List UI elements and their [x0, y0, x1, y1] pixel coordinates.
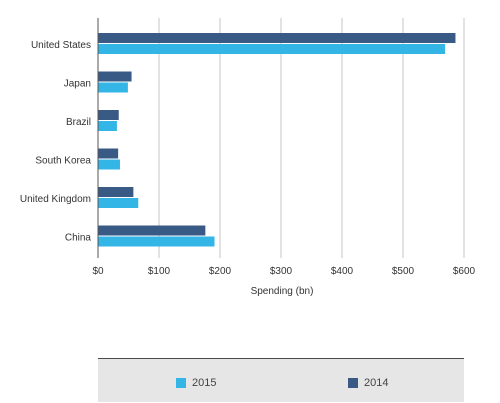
bar-2015-south-korea[interactable] [98, 159, 120, 170]
bar-2014-united-states[interactable] [98, 33, 456, 43]
bar-2015-brazil[interactable] [98, 121, 117, 131]
bar-2015-china[interactable] [98, 236, 215, 247]
category-labels: United States Japan Brazil South Korea Unite… [20, 40, 92, 244]
legend-label-2014: 2014 [364, 377, 389, 389]
bar-2014-united-kingdom[interactable] [98, 187, 134, 197]
legend: 2015 2014 [98, 358, 464, 402]
bar-2014-south-korea[interactable] [98, 148, 119, 159]
bar-chart: United States Japan Brazil South Korea Unite… [20, 18, 476, 297]
bar-2014-brazil[interactable] [98, 110, 119, 120]
category-label: Brazil [66, 117, 91, 128]
x-tick-label: $0 [92, 266, 104, 277]
gridlines [158, 18, 465, 258]
x-tick-label: $400 [331, 266, 354, 277]
legend-item-2014[interactable]: 2014 [348, 377, 388, 389]
category-label: South Korea [35, 156, 91, 167]
category-label: United Kingdom [20, 194, 91, 205]
x-tick-label: $600 [453, 266, 476, 277]
x-tick-label: $300 [270, 266, 293, 277]
category-label: United States [31, 40, 91, 51]
legend-swatch-2015 [176, 378, 186, 388]
x-axis-title: Spending (bn) [251, 286, 314, 297]
bar-2014-china[interactable] [98, 225, 206, 236]
legend-swatch-2014 [348, 378, 358, 388]
bar-2015-japan[interactable] [98, 82, 128, 93]
legend-label-2015: 2015 [192, 377, 217, 389]
bar-2015-united-states[interactable] [98, 44, 446, 54]
x-tick-labels: $0 $100 $200 $300 $400 $500 $600 [92, 266, 475, 277]
legend-item-2015[interactable]: 2015 [176, 377, 216, 389]
bar-2015-united-kingdom[interactable] [98, 198, 139, 208]
bars [98, 33, 456, 247]
x-tick-label: $500 [392, 266, 415, 277]
bar-2014-japan[interactable] [98, 71, 132, 82]
x-tick-label: $200 [209, 266, 232, 277]
category-label: China [65, 233, 92, 244]
x-tick-label: $100 [148, 266, 171, 277]
category-label: Japan [64, 79, 91, 90]
